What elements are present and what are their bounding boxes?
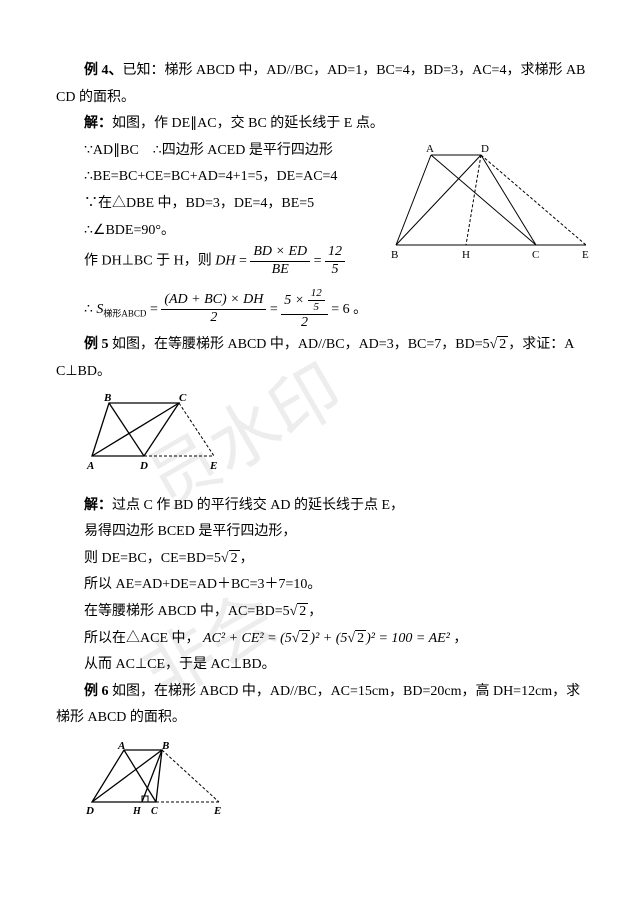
ex4-sol-line1: 解：如图，作 DE∥AC，交 BC 的延长线于 E 点。 <box>56 111 594 138</box>
ex5-l7: 从而 AC⊥CE，于是 AC⊥BD。 <box>84 652 594 679</box>
ex4-sol-label: 解： <box>84 116 112 131</box>
ex6-title-line2: 梯形 ABCD 的面积。 <box>56 705 594 732</box>
ex5-title-line2: C⊥BD。 <box>56 359 594 386</box>
svg-text:E: E <box>209 460 217 472</box>
trapezoid-diagram-icon: A D B H C E <box>386 140 596 270</box>
ex4-l6-pre: 作 DH⊥BC 于 H，则 <box>84 254 215 269</box>
svg-text:H: H <box>132 806 142 817</box>
svg-text:H: H <box>462 249 470 261</box>
ex5-title-line1: 例 5 如图，在等腰梯形 ABCD 中，AD//BC，AD=3，BC=7，BD=… <box>56 332 594 359</box>
ex4-title-text: 已知：梯形 ABCD 中，AD//BC，AD=1，BC=4，BD=3，AC=4，… <box>123 63 586 78</box>
trapezoid-height-icon: A B D H C E <box>84 740 234 820</box>
ex5-l2: 易得四边形 BCED 是平行四边形， <box>84 519 594 546</box>
ex5-sol-l1: 解：过点 C 作 BD 的平行线交 AD 的延长线于点 E， <box>56 493 594 520</box>
svg-text:A: A <box>117 740 125 752</box>
ex4-l6-dh: DH <box>215 254 235 269</box>
ex5-l5: 在等腰梯形 ABCD 中，AC=BD=5√2， <box>84 599 594 626</box>
svg-text:A: A <box>86 460 94 472</box>
svg-text:D: D <box>139 460 148 472</box>
svg-text:B: B <box>103 392 111 404</box>
svg-text:C: C <box>532 249 539 261</box>
svg-text:E: E <box>582 249 589 261</box>
ex5-l4: 所以 AE=AD+DE=AD＋BC=3＋7=10。 <box>84 572 594 599</box>
svg-text:B: B <box>391 249 398 261</box>
ex4-figure: A D B H C E <box>386 140 596 270</box>
ex5-l6: 所以在△ACE 中， AC² + CE² = (5√2)² + (5√2)² =… <box>84 626 594 653</box>
svg-text:D: D <box>481 143 489 155</box>
ex5-l3: 则 DE=BC，CE=BD=5√2， <box>84 546 594 573</box>
ex4-l7: ∴ S梯形ABCD = (AD + BC) × DH 2 = 5 × 12 5 … <box>84 287 594 332</box>
ex4-title-label: 例 4、 <box>84 63 123 78</box>
isoceles-trapezoid-icon: B C A D E <box>84 391 234 476</box>
ex6-title-line1: 例 6 如图，在梯形 ABCD 中，AD//BC，AC=15cm，BD=20cm… <box>56 679 594 706</box>
svg-text:D: D <box>85 805 94 817</box>
ex4-sol-text: 如图，作 DE∥AC，交 BC 的延长线于 E 点。 <box>112 116 384 131</box>
ex6-figure: A B D H C E <box>84 740 594 831</box>
svg-text:C: C <box>151 806 158 817</box>
ex4-title-line1: 例 4、已知：梯形 ABCD 中，AD//BC，AD=1，BC=4，BD=3，A… <box>56 58 594 85</box>
ex5-figure: B C A D E <box>84 391 594 487</box>
ex4-l6-frac1: BD × ED BE <box>250 244 310 279</box>
svg-text:C: C <box>179 392 187 404</box>
ex4-l6-frac2: 12 5 <box>325 244 345 279</box>
svg-text:E: E <box>213 805 221 817</box>
svg-text:B: B <box>161 740 169 752</box>
ex4-title-line2: CD 的面积。 <box>56 85 594 112</box>
page: 员水印 非会 例 4、已知：梯形 ABCD 中，AD//BC，AD=1，BC=4… <box>0 0 640 871</box>
svg-text:A: A <box>426 143 434 155</box>
